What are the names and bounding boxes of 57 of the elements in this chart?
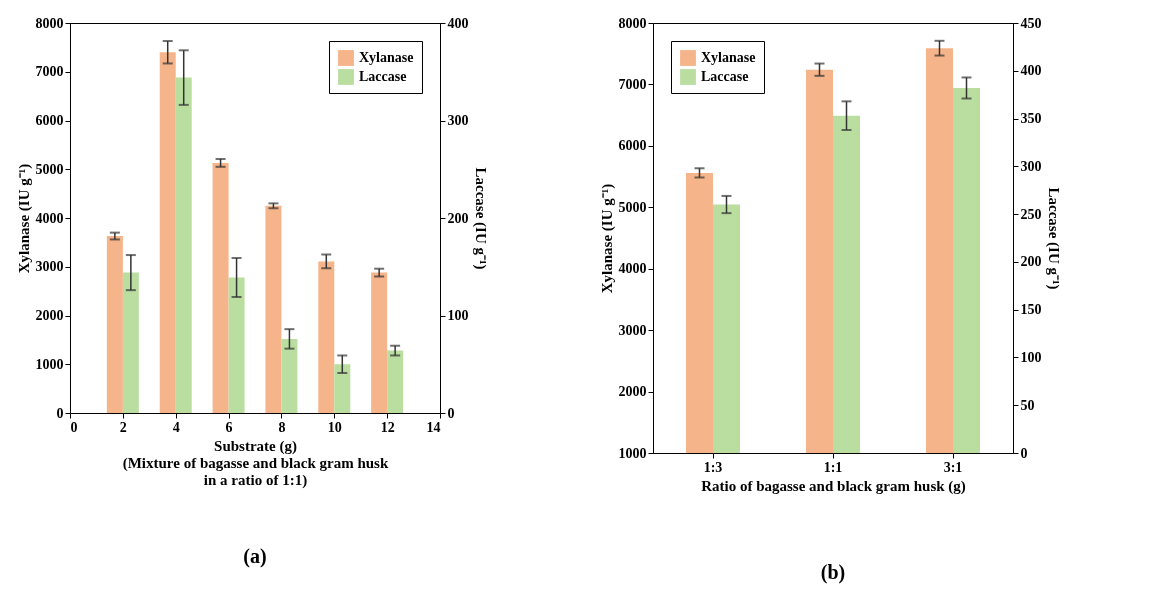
y2-tick-label: 400 [1020, 63, 1042, 79]
y2-tick-label: 200 [1020, 254, 1042, 270]
y2-tick-label: 400 [447, 15, 469, 31]
y-tick-label: 5000 [35, 161, 64, 177]
y2-tick-label: 100 [1020, 349, 1042, 365]
y-tick-label: 4000 [618, 261, 647, 277]
y-tick-label: 6000 [35, 113, 64, 128]
x-tick-label: 8 [278, 419, 286, 435]
x-axis-title: Ratio of bagasse and black gram husk (g) [701, 477, 966, 495]
legend-label: Laccase [701, 69, 749, 84]
y-tick-label: 5000 [618, 199, 647, 215]
x-tick-label: 12 [380, 419, 395, 435]
y-tick-label: 0 [56, 405, 64, 421]
y2-tick-label: 150 [1020, 302, 1042, 318]
x-tick-label: 1:1 [823, 459, 843, 475]
y-tick-label: 8000 [618, 15, 647, 31]
y2-tick-label: 0 [1020, 445, 1028, 461]
bar [318, 261, 335, 413]
legend-label: Xylanase [701, 50, 756, 65]
y2-tick-label: 300 [1020, 158, 1042, 174]
bar [334, 364, 351, 413]
x-axis-title: Substrate (g) (Mixture of bagasse and black gram husk in a ratio of 1:1) [122, 437, 389, 489]
text: (a) [243, 545, 267, 568]
y-axis-title: Xylanase (IU g⁻¹) [15, 163, 33, 274]
y2-tick-label: 100 [447, 308, 469, 323]
y2-axis-title: Laccase (IU g⁻¹) [1044, 187, 1062, 290]
y2-tick-label: 50 [1020, 397, 1035, 413]
legend-label: Xylanase [359, 50, 414, 65]
y2-tick-label: 200 [447, 210, 469, 226]
y2-tick-label: 300 [447, 113, 469, 128]
y-tick-label: 4000 [35, 210, 64, 226]
y-tick-label: 1000 [618, 445, 647, 461]
y-tick-label: 1000 [35, 356, 64, 372]
x-tick-label: 1:3 [703, 459, 723, 475]
y-axis-title: Xylanase (IU g⁻¹) [598, 183, 616, 294]
legend-label: Laccase [359, 69, 407, 84]
y-tick-label: 7000 [618, 76, 647, 92]
y2-axis-title: Laccase (IU g⁻¹) [471, 167, 489, 270]
x-tick-label: 6 [225, 419, 233, 435]
text: (b) [820, 561, 846, 584]
y-tick-label: 2000 [618, 384, 647, 400]
y-tick-label: 3000 [35, 259, 64, 275]
x-tick-label: 10 [327, 419, 342, 435]
x-tick-label: 4 [172, 419, 180, 435]
y2-tick-label: 350 [1020, 111, 1042, 127]
y-tick-label: 2000 [35, 308, 64, 323]
x-tick-label: 14 [426, 419, 441, 435]
y-tick-label: 7000 [35, 64, 64, 80]
y2-tick-label: 450 [1020, 15, 1042, 31]
y2-tick-label: 0 [447, 405, 455, 421]
y2-tick-label: 250 [1020, 206, 1042, 222]
y-tick-label: 3000 [618, 322, 647, 338]
x-tick-label: 3:1 [943, 459, 963, 475]
x-tick-label: 0 [70, 419, 78, 435]
y-tick-label: 6000 [618, 138, 647, 154]
y-tick-label: 8000 [35, 15, 64, 31]
x-tick-label: 2 [119, 419, 127, 435]
